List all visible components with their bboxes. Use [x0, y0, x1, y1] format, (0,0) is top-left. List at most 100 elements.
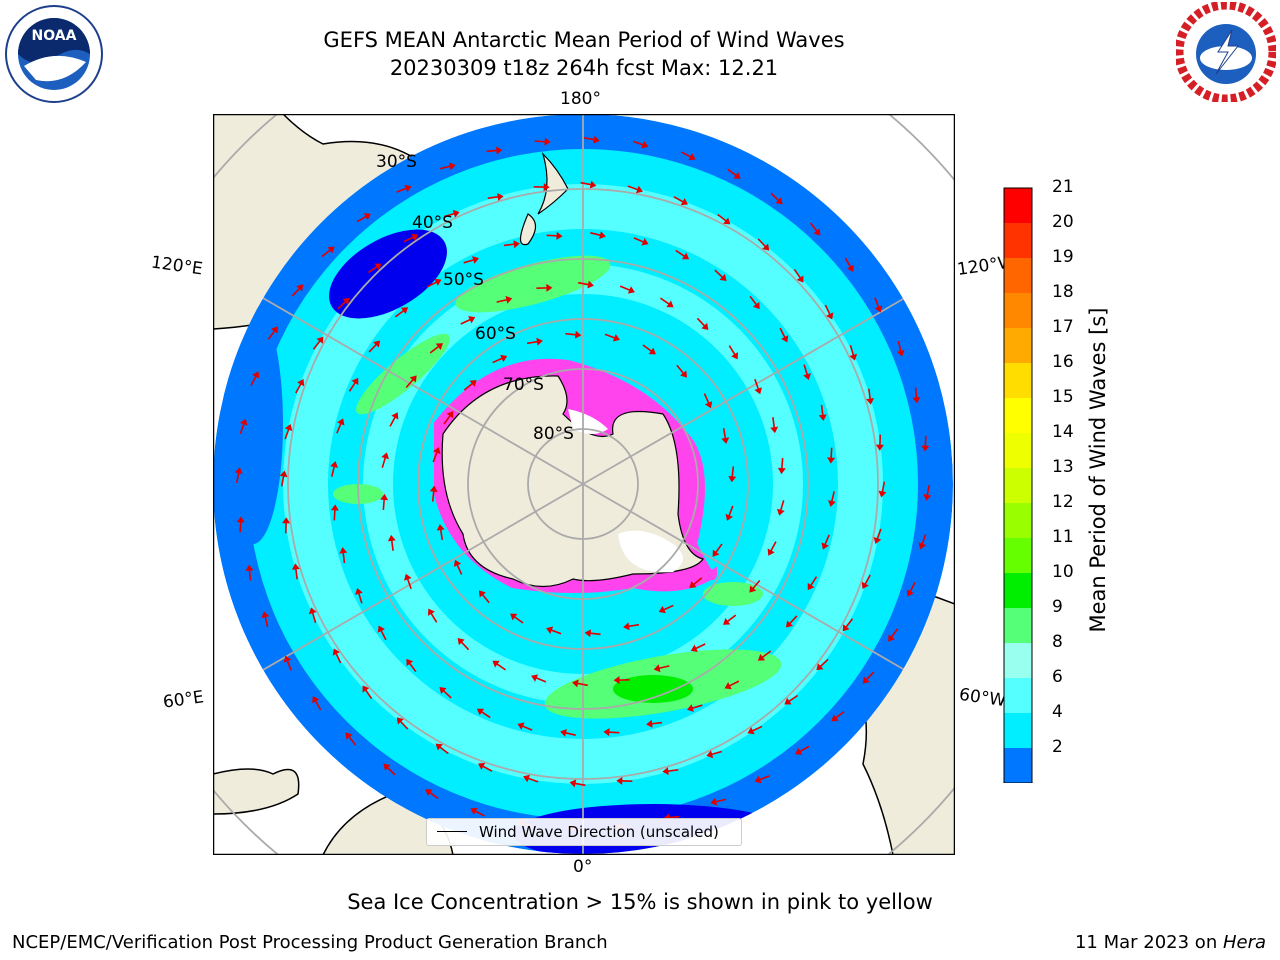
wind-wave-arrow — [337, 297, 350, 310]
wind-wave-arrow — [453, 559, 463, 575]
colorbar-segment — [1004, 293, 1032, 328]
wind-wave-arrow — [332, 648, 342, 664]
wind-wave-arrow — [728, 466, 737, 483]
wind-wave-arrow — [923, 484, 932, 501]
wind-wave-arrow — [906, 582, 916, 597]
wind-wave-arrow — [295, 379, 305, 394]
wind-wave-arrow — [785, 615, 798, 628]
wind-wave-arrow — [658, 604, 674, 614]
wind-wave-arrow — [878, 481, 887, 498]
wind-wave-arrow — [476, 708, 491, 719]
wind-wave-arrow — [487, 192, 504, 201]
wind-wave-arrow — [560, 729, 576, 737]
wind-wave-arrow — [381, 452, 389, 468]
wind-wave-arrow — [533, 183, 550, 192]
wind-wave-arrow — [282, 517, 291, 534]
wind-wave-arrow — [425, 789, 439, 800]
wind-wave-arrow — [426, 278, 442, 288]
wind-wave-arrow — [580, 180, 597, 189]
colorbar-segment — [1004, 398, 1032, 433]
wind-wave-arrow — [368, 340, 381, 353]
wind-wave-arrow — [757, 238, 770, 251]
wind-wave-arrow — [875, 434, 884, 451]
colorbar-tick-label: 20 — [1052, 212, 1074, 232]
wind-wave-arrow — [690, 643, 706, 652]
lat-label-40s: 40°S — [412, 213, 453, 233]
colorbar-tick-label: 15 — [1052, 387, 1074, 407]
wind-wave-arrow — [723, 614, 737, 625]
wind-wave-arrow — [604, 333, 620, 342]
wind-wave-arrow — [710, 797, 727, 806]
colorbar-tick-label: 10 — [1052, 562, 1074, 582]
wind-wave-arrow — [896, 340, 905, 357]
wind-wave-arrow — [803, 364, 811, 381]
wind-wave-arrow — [283, 655, 292, 671]
wind-wave-arrow — [531, 674, 547, 683]
wind-wave-arrow — [291, 563, 300, 580]
wind-wave-arrow — [873, 528, 882, 544]
wind-wave-arrow — [721, 427, 730, 444]
wind-wave-arrow — [394, 307, 409, 318]
footer-host: Hera — [1222, 932, 1266, 953]
wind-wave-arrow — [888, 628, 899, 642]
wind-wave-arrow — [405, 375, 417, 389]
colorbar-segment — [1004, 433, 1032, 468]
wind-wave-arrow — [827, 447, 836, 464]
legend-line-swatch — [437, 831, 467, 832]
footer-date: 11 Mar 2023 on Hera — [1075, 932, 1266, 953]
wind-wave-arrow — [330, 461, 338, 477]
wind-wave-arrow — [689, 577, 703, 588]
lon-label-60e: 60°E — [161, 687, 206, 713]
wind-wave-arrow — [428, 608, 438, 623]
wind-wave-arrow — [749, 579, 761, 593]
wind-wave-arrow — [250, 371, 260, 386]
colorbar-segment — [1004, 328, 1032, 363]
legend-label: Wind Wave Direction (unscaled) — [479, 823, 719, 841]
wind-wave-arrow — [534, 137, 551, 146]
wind-wave-arrow — [239, 418, 248, 434]
wind-wave-arrow — [673, 196, 688, 206]
wind-wave-arrow — [546, 626, 562, 635]
wind-wave-arrow — [457, 638, 470, 651]
wind-wave-arrow — [284, 424, 293, 440]
colorbar-tick-label: 4 — [1052, 702, 1063, 722]
lat-label-60s: 60°S — [475, 324, 516, 344]
map-legend: Wind Wave Direction (unscaled) — [426, 818, 742, 846]
wind-wave-arrow — [526, 337, 543, 346]
wind-wave-arrow — [603, 728, 620, 737]
wind-wave-arrow — [523, 774, 539, 783]
colorbar-tick-label: 18 — [1052, 282, 1074, 302]
wind-wave-arrow — [706, 750, 722, 759]
colorbar-segment — [1004, 258, 1032, 293]
wind-wave-arrow — [578, 280, 594, 289]
wind-wave-arrow — [831, 710, 845, 722]
footer-credit: NCEP/EMC/Verification Post Processing Pr… — [12, 932, 608, 953]
wind-wave-arrow — [312, 336, 324, 350]
wind-wave-arrow — [795, 745, 810, 755]
wind-wave-arrow — [842, 618, 854, 632]
colorbar-tick-label: 21 — [1052, 177, 1074, 197]
noaa-logo-text: NOAA — [32, 28, 77, 44]
wind-wave-arrow — [613, 676, 630, 685]
map-frame — [213, 114, 955, 855]
wind-wave-arrow — [724, 680, 740, 690]
wind-wave-arrow — [770, 192, 783, 205]
wind-wave-arrows — [234, 135, 932, 833]
wind-wave-arrow — [486, 146, 503, 155]
wind-wave-arrow — [463, 256, 480, 264]
wind-wave-arrow — [725, 505, 734, 521]
wind-wave-arrow — [443, 411, 454, 425]
colorbar-segment — [1004, 573, 1032, 608]
wind-wave-arrow — [816, 658, 829, 671]
wind-wave-arrow — [355, 587, 363, 604]
wind-wave-arrow — [510, 613, 524, 624]
wind-wave-arrow — [696, 317, 709, 330]
wind-wave-arrow — [646, 719, 663, 728]
lat-label-80s: 80°S — [533, 424, 574, 444]
wind-wave-arrow — [818, 404, 827, 421]
wind-wave-arrow — [345, 732, 357, 746]
wind-wave-arrow — [536, 283, 553, 292]
wind-wave-arrow — [844, 257, 854, 272]
colorbar-tick-label: 2 — [1052, 737, 1063, 757]
wind-wave-arrow — [291, 284, 304, 297]
